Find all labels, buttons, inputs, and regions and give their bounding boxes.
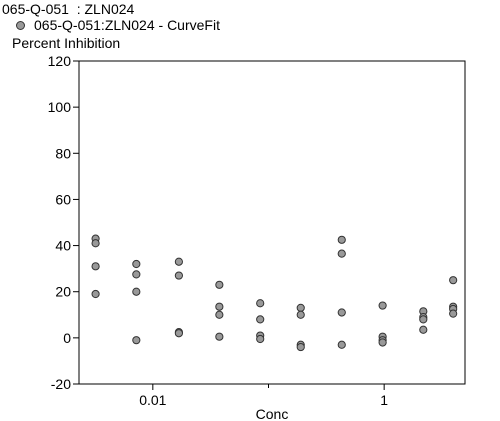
plot-frame xyxy=(78,60,466,385)
data-point xyxy=(337,308,346,317)
data-point xyxy=(215,310,224,319)
y-tick-label: -20 xyxy=(51,376,71,392)
data-point xyxy=(215,302,224,311)
data-point xyxy=(378,338,387,347)
data-point xyxy=(449,276,458,285)
x-axis: 0.01 1 xyxy=(139,384,388,408)
y-axis: -20 0 20 40 60 80 100 120 xyxy=(48,53,79,392)
data-point xyxy=(256,299,265,308)
data-point xyxy=(215,332,224,341)
data-point xyxy=(337,249,346,258)
data-point xyxy=(215,280,224,289)
y-axis-label: Percent Inhibition xyxy=(12,35,121,51)
legend-label: 065-Q-051:ZLN024 - CurveFit xyxy=(34,17,220,33)
y-tick-label: 120 xyxy=(48,53,72,69)
data-point xyxy=(337,340,346,349)
data-point xyxy=(296,342,305,352)
data-point xyxy=(419,315,428,324)
data-point xyxy=(132,287,141,296)
data-point xyxy=(256,334,265,344)
y-tick-label: 20 xyxy=(55,284,71,300)
data-point xyxy=(132,336,141,345)
data-point xyxy=(174,271,183,280)
data-point xyxy=(91,289,100,299)
legend: 065-Q-051:ZLN024 - CurveFit xyxy=(16,17,220,33)
data-point xyxy=(449,309,458,318)
data-point xyxy=(174,329,183,338)
x-tick-label: 0.01 xyxy=(139,392,166,408)
x-tick-label: 1 xyxy=(380,392,388,408)
data-point xyxy=(296,303,305,312)
data-point xyxy=(132,259,141,269)
chart-title: 065-Q-051 : ZLN024 xyxy=(2,1,135,17)
data-point xyxy=(296,310,305,319)
data-point xyxy=(378,301,387,310)
legend-marker xyxy=(16,20,25,30)
data-point xyxy=(91,239,100,248)
y-tick-label: 0 xyxy=(63,330,71,346)
data-point xyxy=(419,325,428,334)
y-tick-label: 100 xyxy=(48,99,72,115)
data-point xyxy=(337,235,346,244)
y-tick-label: 80 xyxy=(55,145,71,161)
data-point xyxy=(91,262,100,271)
data-point xyxy=(174,257,183,266)
data-points xyxy=(91,234,458,352)
data-point xyxy=(256,315,265,324)
y-tick-label: 60 xyxy=(55,191,71,207)
data-point xyxy=(132,270,141,279)
x-axis-label: Conc xyxy=(256,406,289,421)
y-tick-label: 40 xyxy=(55,238,71,254)
